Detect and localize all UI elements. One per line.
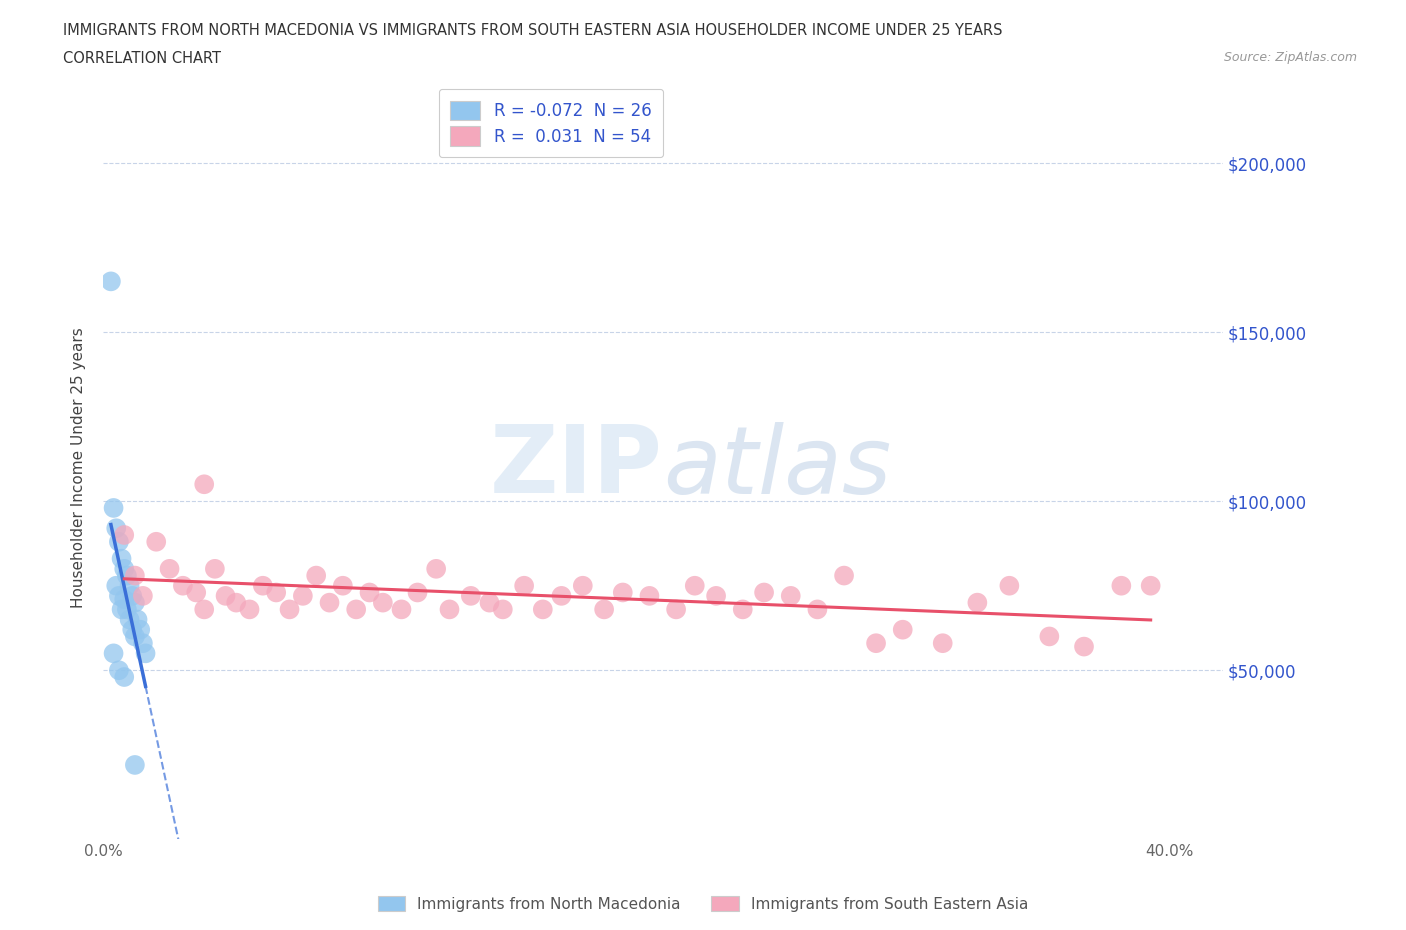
Point — [891, 622, 914, 637]
Text: ZIP: ZIP — [489, 421, 662, 513]
Point — [406, 585, 429, 600]
Point — [1038, 629, 1060, 644]
Point — [492, 602, 515, 617]
Point — [108, 663, 131, 678]
Point — [531, 602, 554, 617]
Point — [665, 602, 688, 617]
Text: CORRELATION CHART: CORRELATION CHART — [63, 51, 221, 66]
Legend: Immigrants from North Macedonia, Immigrants from South Eastern Asia: Immigrants from North Macedonia, Immigra… — [371, 889, 1035, 918]
Point — [1111, 578, 1133, 593]
Text: Source: ZipAtlas.com: Source: ZipAtlas.com — [1223, 51, 1357, 64]
Point — [513, 578, 536, 593]
Point — [121, 589, 143, 604]
Legend: R = -0.072  N = 26, R =  0.031  N = 54: R = -0.072 N = 26, R = 0.031 N = 54 — [439, 89, 664, 157]
Point — [752, 585, 775, 600]
Point — [252, 578, 274, 593]
Point — [105, 521, 128, 536]
Point — [121, 622, 143, 637]
Point — [172, 578, 194, 593]
Point — [278, 602, 301, 617]
Y-axis label: Householder Income Under 25 years: Householder Income Under 25 years — [72, 327, 86, 607]
Point — [966, 595, 988, 610]
Point — [115, 568, 138, 583]
Point — [145, 535, 167, 550]
Point — [344, 602, 367, 617]
Point — [124, 568, 146, 583]
Point — [214, 589, 236, 604]
Point — [115, 602, 138, 617]
Point — [193, 477, 215, 492]
Text: IMMIGRANTS FROM NORTH MACEDONIA VS IMMIGRANTS FROM SOUTH EASTERN ASIA HOUSEHOLDE: IMMIGRANTS FROM NORTH MACEDONIA VS IMMIG… — [63, 23, 1002, 38]
Point — [103, 500, 125, 515]
Point — [124, 758, 146, 773]
Point — [460, 589, 482, 604]
Point — [108, 589, 131, 604]
Point — [129, 622, 152, 637]
Point — [225, 595, 247, 610]
Point — [110, 551, 132, 566]
Point — [998, 578, 1021, 593]
Point — [683, 578, 706, 593]
Point — [193, 602, 215, 617]
Point — [779, 589, 801, 604]
Point — [439, 602, 461, 617]
Point — [1139, 578, 1161, 593]
Point — [291, 589, 314, 604]
Point — [865, 636, 887, 651]
Point — [425, 562, 447, 577]
Point — [731, 602, 754, 617]
Point — [264, 585, 287, 600]
Point — [332, 578, 354, 593]
Point — [118, 612, 141, 627]
Point — [704, 589, 727, 604]
Point — [638, 589, 661, 604]
Point — [127, 612, 149, 627]
Point — [112, 562, 135, 577]
Point — [112, 670, 135, 684]
Point — [159, 562, 181, 577]
Point — [100, 274, 122, 289]
Point — [124, 595, 146, 610]
Point — [305, 568, 328, 583]
Point — [135, 646, 157, 661]
Point — [238, 602, 260, 617]
Point — [204, 562, 226, 577]
Point — [118, 578, 141, 593]
Point — [806, 602, 828, 617]
Point — [110, 602, 132, 617]
Point — [105, 578, 128, 593]
Point — [103, 646, 125, 661]
Point — [478, 595, 501, 610]
Point — [112, 591, 135, 606]
Point — [318, 595, 340, 610]
Text: atlas: atlas — [662, 422, 891, 512]
Point — [132, 636, 155, 651]
Point — [612, 585, 634, 600]
Point — [832, 568, 855, 583]
Point — [124, 629, 146, 644]
Point — [108, 535, 131, 550]
Point — [593, 602, 616, 617]
Point — [371, 595, 394, 610]
Point — [931, 636, 953, 651]
Point — [132, 589, 155, 604]
Point — [112, 527, 135, 542]
Point — [1073, 639, 1095, 654]
Point — [359, 585, 381, 600]
Point — [550, 589, 572, 604]
Point — [186, 585, 208, 600]
Point — [391, 602, 413, 617]
Point — [572, 578, 595, 593]
